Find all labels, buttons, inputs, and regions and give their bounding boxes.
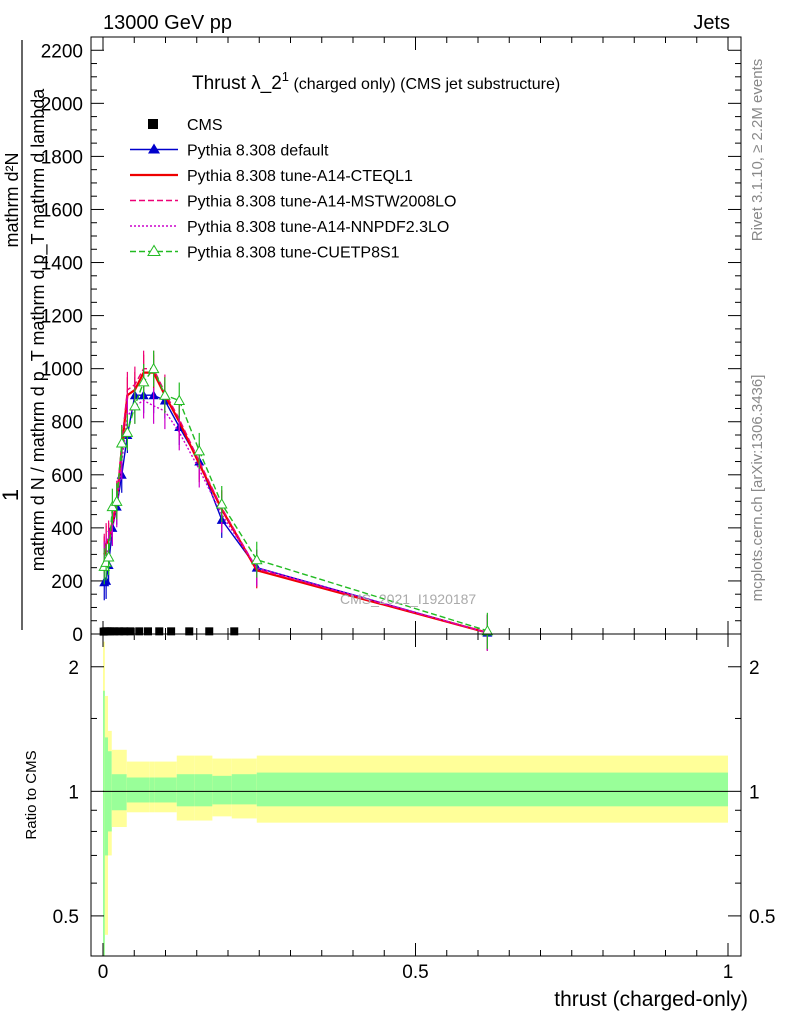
y-tick-label: 1400	[41, 254, 83, 275]
cms-data-point	[167, 627, 176, 636]
series-marker	[173, 394, 186, 406]
y-axis-label-dn: mathrm d²N	[2, 152, 22, 247]
ratio-y-tick-label: 1	[68, 782, 79, 803]
main-plot-ticks: 0 200 400 600 800 1000 1200 1400 1600 1800 2000 220…	[41, 37, 741, 646]
series-marker	[193, 444, 206, 456]
legend-label: CMS	[187, 117, 223, 134]
ratio-y-tick-label-right: 1	[749, 782, 760, 803]
y-tick-label: 2000	[41, 94, 83, 115]
y-tick-label: 0	[72, 625, 83, 646]
main-plot-series	[98, 350, 494, 651]
ratio-green-band	[176, 774, 195, 807]
series-line-5	[103, 367, 488, 632]
x-tick-label: 0.5	[402, 962, 428, 983]
ratio-green-band	[104, 737, 109, 856]
plot-title-sup: 1	[282, 69, 289, 84]
series-marker	[250, 553, 263, 565]
ratio-y-tick-label: 2	[68, 658, 79, 679]
legend-marker	[147, 244, 161, 256]
cms-data-point	[205, 627, 214, 636]
ratio-green-band	[154, 777, 177, 803]
series-marker	[481, 624, 494, 636]
series-marker	[115, 436, 128, 448]
series-marker	[147, 362, 160, 374]
x-axis-label: thrust (charged-only)	[554, 988, 748, 1011]
cms-data-point	[115, 627, 124, 636]
cms-data-point	[185, 627, 194, 636]
plot-title-rest: (charged only) (CMS jet substructure)	[289, 76, 560, 93]
y-tick-label: 1200	[41, 307, 83, 328]
series-marker	[159, 389, 171, 400]
x-tick-label: 0	[98, 962, 109, 983]
series-marker	[121, 426, 134, 437]
legend: CMS Pythia 8.308 default Pythia 8.308 tune…	[130, 117, 456, 262]
plot-title: Thrust λ_21 (charged only) (CMS jet subs…	[192, 69, 560, 94]
y-tick-label: 1800	[41, 147, 83, 168]
series-line-4	[103, 399, 488, 634]
cms-data-point	[120, 627, 129, 636]
y-tick-label: 800	[51, 413, 83, 434]
legend-label: Pythia 8.308 tune-A14-NNPDF2.3LO	[187, 219, 449, 236]
y-axis-label-numerator: 1	[0, 489, 23, 501]
ratio-green-band	[149, 777, 155, 803]
header-energy-label: 13000 GeV pp	[103, 12, 232, 34]
ratio-y-tick-label-right: 0.5	[749, 907, 775, 928]
cms-data-point	[110, 627, 119, 636]
ratio-green-band	[231, 774, 257, 805]
y-tick-label: 1000	[41, 360, 83, 381]
y-tick-label: 1600	[41, 200, 83, 221]
y-tick-label: 600	[51, 466, 83, 487]
y-tick-label: 400	[51, 519, 83, 540]
y-axis-label-denominator: mathrm d N / mathrm d p_T mathrm d p_T m…	[28, 88, 49, 571]
y-tick-label: 2200	[41, 41, 83, 62]
series-marker	[215, 497, 228, 509]
ratio-y-label: Ratio to CMS	[23, 750, 40, 839]
cms-data-point	[155, 627, 164, 636]
plot-title-main: Thrust λ_2	[192, 73, 282, 94]
cms-data-point	[126, 627, 135, 636]
series-marker	[137, 375, 150, 387]
legend-label: Pythia 8.308 tune-A14-MSTW2008LO	[187, 194, 456, 211]
ratio-green-band	[256, 772, 729, 807]
x-tick-label: 1	[723, 962, 734, 983]
ratio-green-band	[126, 777, 150, 803]
ratio-plot-ticks: 0.5 0.5 1 1 2 2 0 0.5 1	[53, 634, 775, 983]
ratio-green-band	[212, 775, 232, 805]
legend-marker	[148, 143, 160, 154]
series-marker	[106, 500, 119, 512]
y-tick-label: 200	[51, 572, 83, 593]
ratio-green-band	[194, 774, 213, 807]
cms-data-point	[144, 627, 153, 636]
ratio-green-band	[111, 774, 127, 811]
series-marker	[129, 399, 141, 411]
legend-label: Pythia 8.308 tune-A14-CTEQL1	[187, 168, 413, 185]
cms-data-point	[135, 627, 144, 636]
legend-label: Pythia 8.308 tune-CUETP8S1	[187, 245, 400, 262]
ratio-bands	[103, 641, 729, 956]
series-marker	[110, 495, 123, 506]
analysis-watermark: CMS_2021_I1920187	[340, 591, 476, 607]
series-marker	[102, 551, 115, 562]
rivet-version-label: Rivet 3.1.10, ≥ 2.2M events	[749, 59, 766, 242]
ratio-green-band	[103, 690, 105, 956]
header-jets-label: Jets	[693, 12, 730, 34]
mcplots-label: mcplots.cern.ch [arXiv:1306.3436]	[749, 375, 766, 602]
ratio-y-tick-label: 0.5	[53, 907, 79, 928]
ratio-y-tick-label-right: 2	[749, 658, 760, 679]
legend-marker-cms	[148, 119, 158, 129]
cms-data-point	[230, 627, 239, 636]
legend-label: Pythia 8.308 default	[187, 143, 329, 160]
